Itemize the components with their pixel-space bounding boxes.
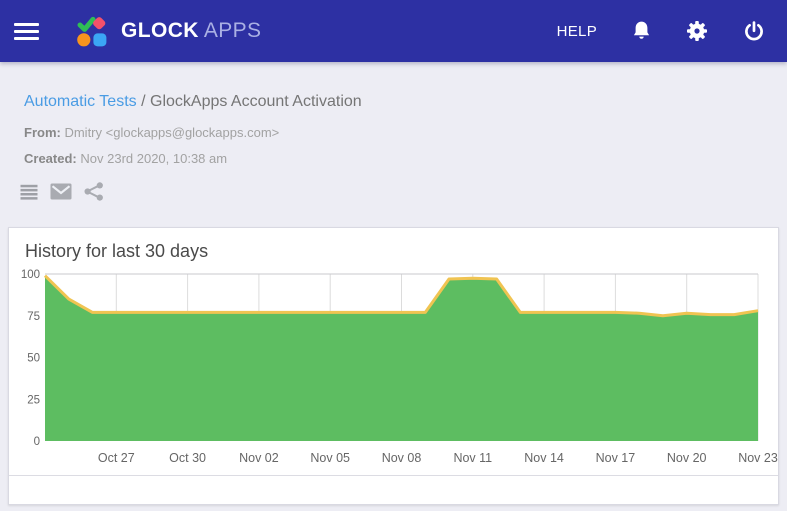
mail-icon[interactable]: [50, 183, 72, 200]
svg-text:Nov 05: Nov 05: [310, 451, 350, 465]
brand-logo[interactable]: GLOCK APPS: [77, 16, 261, 47]
card-next-section: [9, 475, 778, 504]
share-icon[interactable]: [84, 182, 104, 201]
settings-gear-icon[interactable]: [686, 20, 708, 42]
breadcrumb-separator: /: [141, 93, 146, 110]
list-icon[interactable]: [20, 184, 38, 200]
svg-text:75: 75: [27, 311, 40, 323]
svg-text:Nov 14: Nov 14: [524, 451, 564, 465]
from-line: From: Dmitry <glockapps@glockapps.com>: [0, 125, 787, 140]
created-label: Created:: [24, 151, 77, 166]
svg-text:Nov 23: Nov 23: [738, 451, 778, 465]
history-area-chart: 100 75 50 25 0 Oct 27 Oct 30 Nov 02 Nov 05 Nov 08…: [21, 269, 778, 465]
svg-text:25: 25: [27, 394, 40, 406]
svg-text:100: 100: [21, 269, 40, 281]
svg-text:Nov 20: Nov 20: [667, 451, 707, 465]
svg-text:0: 0: [34, 436, 40, 448]
main-content: Automatic Tests / GlockApps Account Acti…: [0, 62, 787, 505]
chart-title: History for last 30 days: [25, 241, 209, 261]
brand-name: GLOCK APPS: [121, 19, 261, 43]
created-value: Nov 23rd 2020, 10:38 am: [80, 151, 228, 166]
hamburger-menu-icon[interactable]: [14, 22, 39, 40]
navbar-actions: HELP: [557, 20, 765, 42]
from-label: From:: [24, 125, 61, 140]
breadcrumb: Automatic Tests / GlockApps Account Acti…: [0, 62, 787, 111]
notifications-bell-icon[interactable]: [632, 20, 651, 42]
brand-name-primary: GLOCK: [121, 19, 199, 42]
top-navbar: GLOCK APPS HELP: [0, 0, 787, 62]
created-line: Created: Nov 23rd 2020, 10:38 am: [0, 151, 787, 166]
svg-text:Oct 30: Oct 30: [169, 451, 206, 465]
svg-text:Nov 02: Nov 02: [239, 451, 279, 465]
breadcrumb-current: GlockApps Account Activation: [150, 93, 362, 110]
history-card: History for last 30 days 100 75 50 25 0 Oct 2…: [8, 227, 779, 505]
help-link[interactable]: HELP: [556, 22, 597, 40]
from-value: Dmitry <glockapps@glockapps.com>: [64, 125, 280, 140]
svg-text:Nov 11: Nov 11: [453, 451, 492, 465]
svg-text:Nov 17: Nov 17: [596, 451, 636, 465]
test-toolbar: [0, 166, 787, 201]
brand-logo-icon: [77, 16, 107, 47]
logout-power-icon[interactable]: [743, 20, 765, 42]
svg-text:Nov 08: Nov 08: [382, 451, 422, 465]
svg-text:Oct 27: Oct 27: [98, 451, 135, 465]
brand-name-secondary: APPS: [203, 19, 262, 42]
svg-text:50: 50: [27, 353, 40, 365]
breadcrumb-link-automatic-tests[interactable]: Automatic Tests: [24, 93, 137, 110]
